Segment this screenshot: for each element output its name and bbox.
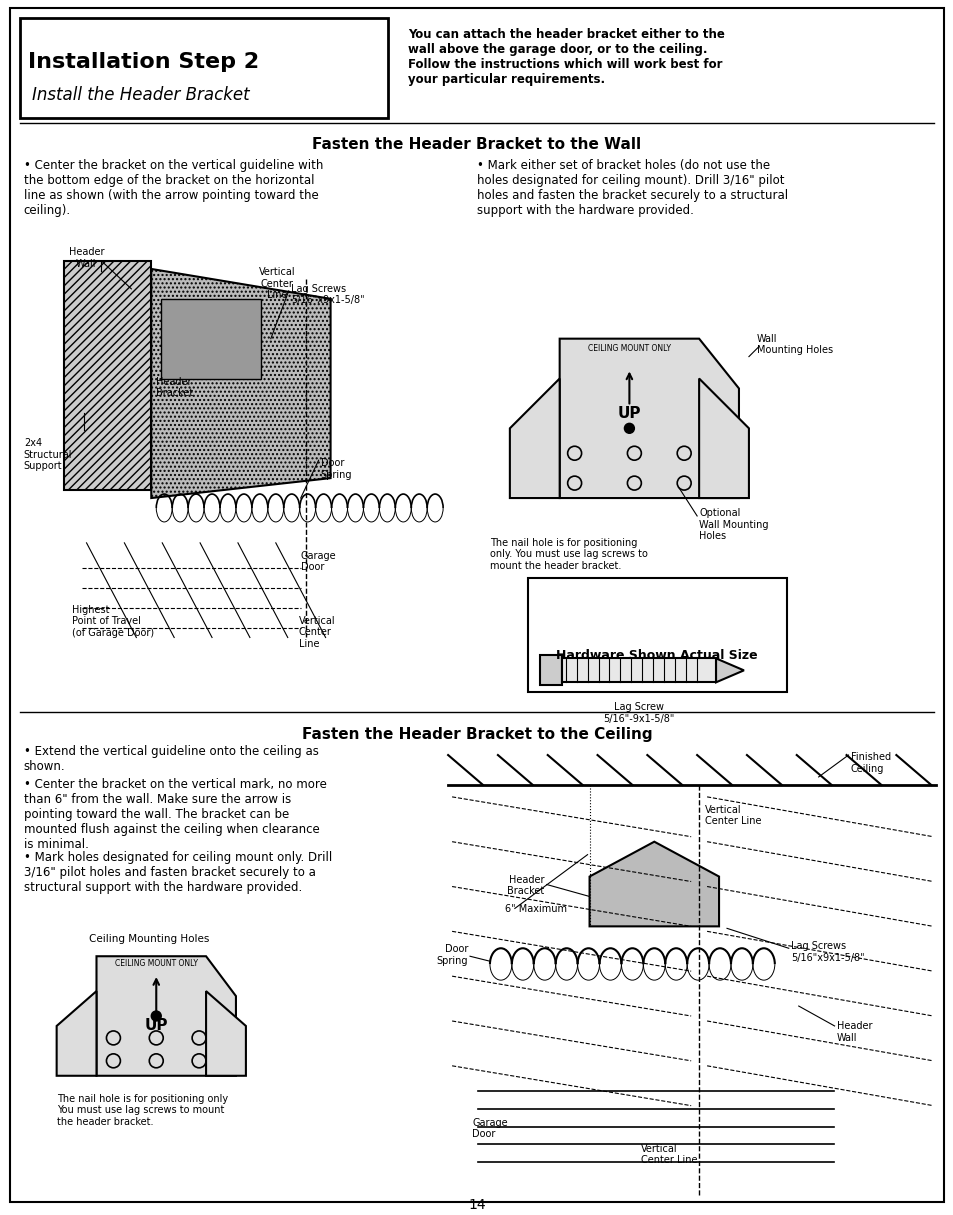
Text: Highest
Point of Travel
(of Garage Door): Highest Point of Travel (of Garage Door) [71, 605, 153, 638]
Text: CEILING MOUNT ONLY: CEILING MOUNT ONLY [114, 959, 197, 968]
Text: The nail hole is for positioning
only. You must use lag screws to
mount the head: The nail hole is for positioning only. Y… [490, 538, 647, 571]
Polygon shape [559, 339, 739, 498]
Text: The nail hole is for positioning only
You must use lag screws to mount
the heade: The nail hole is for positioning only Yo… [56, 1094, 228, 1126]
Text: 14: 14 [468, 1198, 485, 1213]
Text: • Center the bracket on the vertical mark, no more
than 6" from the wall. Make s: • Center the bracket on the vertical mar… [24, 778, 326, 850]
Text: Vertical
Center Line: Vertical Center Line [640, 1143, 698, 1165]
Bar [64, 261, 152, 490]
Text: Wall
Mounting Holes: Wall Mounting Holes [756, 334, 832, 355]
Text: 2x4
Structural
Support: 2x4 Structural Support [24, 439, 72, 471]
Text: Door
Spring: Door Spring [320, 458, 352, 480]
Text: Vertical
Center Line: Vertical Center Line [704, 804, 760, 826]
Text: Header
Wall: Header Wall [69, 247, 104, 269]
Polygon shape [509, 379, 559, 498]
Text: CEILING MOUNT ONLY: CEILING MOUNT ONLY [587, 344, 670, 352]
Text: Vertical
Center
Line: Vertical Center Line [259, 267, 295, 300]
Text: Garage
Door: Garage Door [300, 550, 336, 572]
Text: Header
Bracket: Header Bracket [156, 377, 193, 399]
Polygon shape [206, 991, 246, 1075]
Text: Garage
Door: Garage Door [472, 1118, 507, 1140]
Polygon shape [589, 842, 719, 926]
Polygon shape [716, 659, 743, 683]
Text: Header
Wall: Header Wall [836, 1021, 871, 1042]
Text: Lag Screws
5/16"x9x1-5/8": Lag Screws 5/16"x9x1-5/8" [790, 942, 863, 963]
Text: Fasten the Header Bracket to the Ceiling: Fasten the Header Bracket to the Ceiling [301, 727, 652, 742]
Bar [64, 261, 152, 490]
Circle shape [624, 423, 634, 434]
Text: You can attach the header bracket either to the
wall above the garage door, or t: You can attach the header bracket either… [408, 28, 724, 86]
Polygon shape [96, 956, 235, 1075]
Bar [527, 577, 786, 693]
Text: Fasten the Header Bracket to the Wall: Fasten the Header Bracket to the Wall [313, 137, 640, 152]
Text: Lag Screw
5/16"-9x1-5/8": Lag Screw 5/16"-9x1-5/8" [603, 702, 675, 724]
Text: • Mark holes designated for ceiling mount only. Drill
3/16" pilot holes and fast: • Mark holes designated for ceiling moun… [24, 852, 332, 894]
Text: Finished
Ceiling: Finished Ceiling [850, 752, 890, 774]
Text: • Mark either set of bracket holes (do not use the
holes designated for ceiling : • Mark either set of bracket holes (do n… [476, 159, 787, 217]
Text: Vertical
Center
Line: Vertical Center Line [298, 616, 335, 649]
Bar [539, 655, 561, 685]
Text: Install the Header Bracket: Install the Header Bracket [31, 86, 249, 103]
Text: Hardware Shown Actual Size: Hardware Shown Actual Size [556, 650, 758, 662]
Bar [20, 18, 388, 118]
Text: Lag Screws
5/16"x9x1-5/8": Lag Screws 5/16"x9x1-5/8" [291, 284, 364, 305]
Circle shape [152, 1011, 161, 1021]
Polygon shape [152, 269, 331, 498]
Text: 6" Maximum: 6" Maximum [504, 904, 566, 915]
Polygon shape [56, 991, 96, 1075]
Text: Door
Spring: Door Spring [436, 944, 468, 966]
Text: Header
Bracket: Header Bracket [507, 875, 544, 897]
Bar [561, 659, 716, 683]
Text: • Center the bracket on the vertical guideline with
the bottom edge of the brack: • Center the bracket on the vertical gui… [24, 159, 323, 217]
Text: UP: UP [617, 406, 640, 420]
Text: Optional
Wall Mounting
Holes: Optional Wall Mounting Holes [699, 508, 768, 541]
Text: • Extend the vertical guideline onto the ceiling as
shown.: • Extend the vertical guideline onto the… [24, 745, 318, 773]
Bar [161, 299, 260, 379]
Text: Ceiling Mounting Holes: Ceiling Mounting Holes [89, 934, 210, 944]
Text: Installation Step 2: Installation Step 2 [28, 52, 258, 72]
Text: UP: UP [144, 1018, 168, 1034]
Polygon shape [699, 379, 748, 498]
